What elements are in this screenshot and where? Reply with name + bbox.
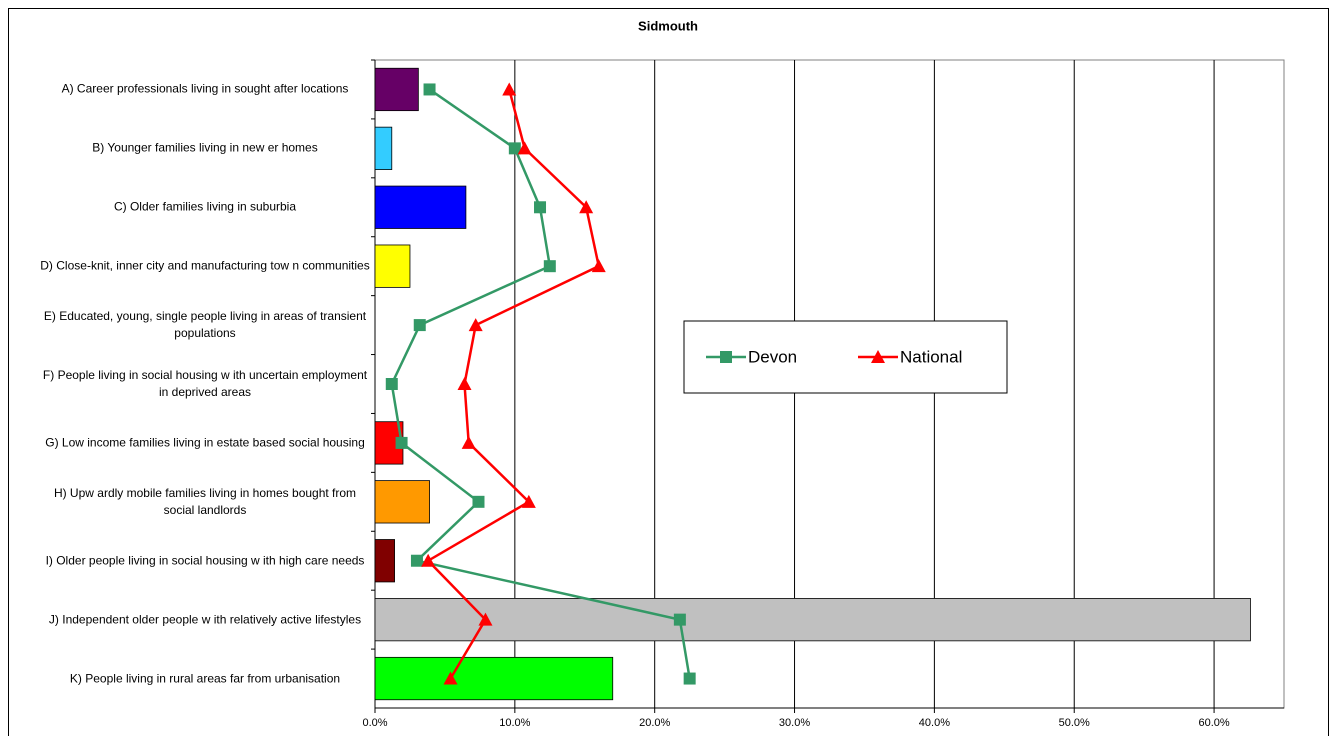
marker [421, 553, 436, 567]
y-tick-label: J) Independent older people w ith relati… [48, 612, 362, 627]
marker [410, 554, 423, 567]
y-tick-label: I) Older people living in social housing… [45, 553, 365, 568]
marker [443, 671, 458, 685]
marker [543, 260, 556, 273]
marker [521, 494, 536, 508]
x-tick-label: 40.0% [919, 717, 950, 729]
x-tick-label: 20.0% [639, 717, 670, 729]
y-tick-label: G) Low income families living in estate … [45, 435, 365, 450]
y-tick-label: B) Younger families living in new er hom… [92, 140, 318, 155]
marker [502, 82, 517, 96]
marker [385, 378, 398, 390]
y-tick-label: E) Educated, young, single people living… [43, 309, 367, 341]
x-tick-label: 50.0% [1059, 717, 1090, 729]
y-tick-label: D) Close-knit, inner city and manufactur… [40, 258, 370, 273]
x-tick-label: 0.0% [362, 717, 387, 729]
marker [457, 377, 472, 390]
marker [472, 495, 485, 508]
marker [591, 259, 606, 273]
marker [579, 200, 594, 214]
marker [413, 319, 426, 332]
legend-marker [871, 350, 885, 363]
y-tick-label: A) Career professionals living in sought… [61, 81, 349, 96]
bar [374, 185, 467, 229]
marker [423, 83, 436, 96]
bar [374, 244, 411, 288]
marker [673, 613, 686, 626]
bar [374, 539, 395, 583]
bar [374, 126, 393, 170]
legend-label: National [900, 347, 962, 366]
y-tick-label: H) Upw ardly mobile families living in h… [53, 485, 357, 517]
marker [508, 142, 521, 155]
x-tick-label: 10.0% [499, 717, 530, 729]
bar [374, 598, 1251, 642]
legend-marker [720, 351, 732, 363]
legend-label: Devon [748, 347, 797, 366]
marker [461, 435, 476, 449]
marker [395, 436, 408, 449]
chart-title: Sidmouth [638, 18, 698, 33]
marker [683, 672, 696, 685]
marker [534, 201, 547, 214]
marker [478, 612, 493, 626]
bar [374, 480, 430, 524]
x-tick-label: 30.0% [779, 717, 810, 729]
y-tick-label: C) Older families living in suburbia [113, 199, 297, 214]
x-tick-label: 60.0% [1198, 717, 1229, 729]
bar [374, 67, 419, 112]
y-tick-label: K) People living in rural areas far from… [69, 671, 341, 686]
bar [374, 656, 614, 701]
marker [468, 318, 483, 332]
y-tick-label: F) People living in social housing w ith… [42, 368, 368, 399]
marker [517, 141, 532, 155]
legend: Devon National [683, 320, 1008, 394]
